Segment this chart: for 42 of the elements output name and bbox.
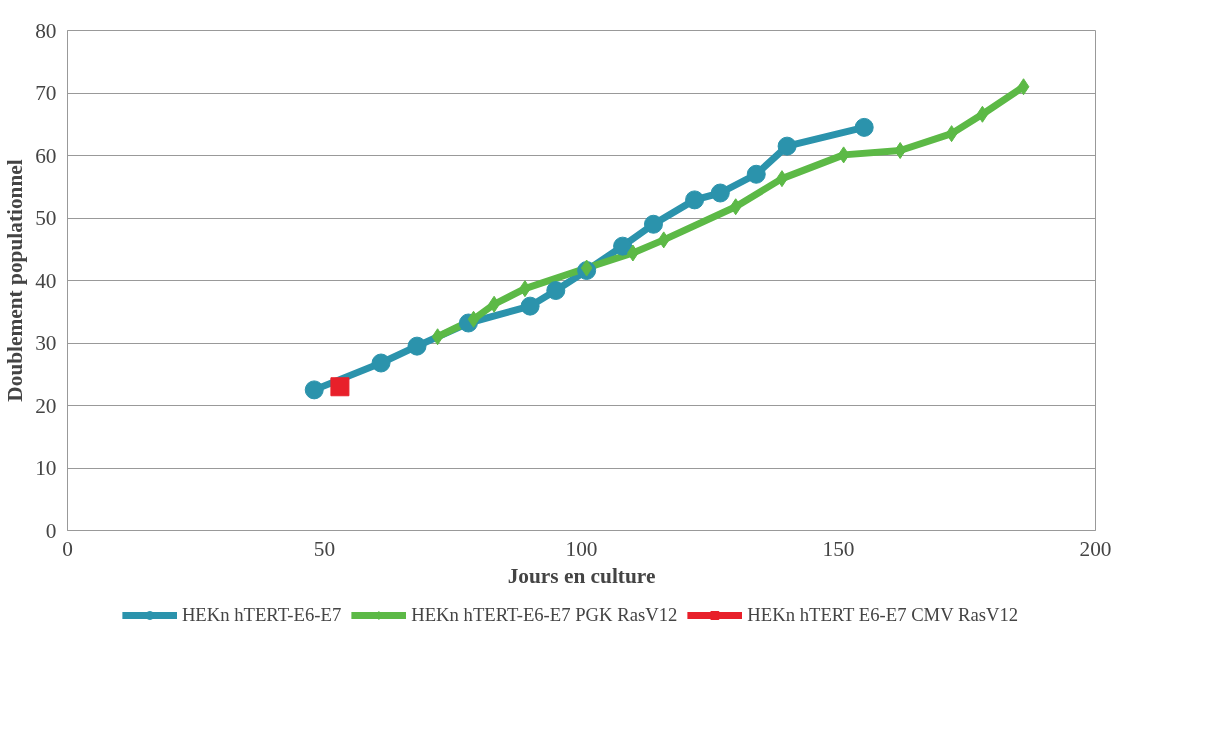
point bbox=[854, 117, 874, 137]
point bbox=[685, 190, 705, 210]
legend-label: HEKn hTERT-E6-E7 PGK RasV12 bbox=[411, 604, 678, 626]
point bbox=[371, 353, 391, 373]
y-axis-title: Doublement populationnel bbox=[3, 159, 28, 402]
y-tick-label: 80 bbox=[35, 18, 57, 43]
point bbox=[431, 328, 444, 346]
y-tick-label: 70 bbox=[35, 81, 57, 105]
x-tick-label: 100 bbox=[565, 536, 598, 561]
y-tick-label: 10 bbox=[35, 456, 57, 480]
y-tick-label: 0 bbox=[45, 518, 57, 543]
point bbox=[777, 136, 797, 156]
point bbox=[580, 259, 593, 277]
y-tick-label: 40 bbox=[35, 268, 57, 293]
x-tick-label: 150 bbox=[822, 536, 855, 561]
point bbox=[520, 296, 540, 316]
point bbox=[304, 380, 324, 400]
y-tick-label: 50 bbox=[35, 206, 57, 230]
point bbox=[407, 336, 427, 356]
x-axis-title: Jours en culture bbox=[507, 563, 656, 588]
point bbox=[1017, 78, 1030, 96]
point bbox=[894, 142, 907, 159]
point bbox=[976, 105, 989, 123]
point bbox=[467, 310, 480, 328]
point bbox=[710, 183, 730, 203]
point bbox=[837, 146, 850, 164]
x-tick-label: 0 bbox=[62, 536, 73, 561]
y-tick-label: 30 bbox=[35, 331, 57, 355]
x-tick-label: 200 bbox=[1079, 536, 1112, 561]
point bbox=[746, 164, 766, 184]
point bbox=[657, 231, 670, 249]
y-tick-label: 20 bbox=[35, 393, 57, 418]
point bbox=[613, 236, 633, 256]
point bbox=[546, 281, 566, 300]
y-tick-label: 60 bbox=[35, 143, 57, 168]
point bbox=[330, 377, 350, 397]
point bbox=[643, 214, 663, 234]
x-tick-label: 50 bbox=[313, 536, 336, 561]
legend-label: HEKn hTERT-E6-E7 bbox=[181, 604, 342, 626]
point bbox=[945, 125, 958, 143]
legend-label: HEKn hTERT E6-E7 CMV RasV12 bbox=[747, 604, 1019, 626]
point bbox=[729, 198, 742, 216]
